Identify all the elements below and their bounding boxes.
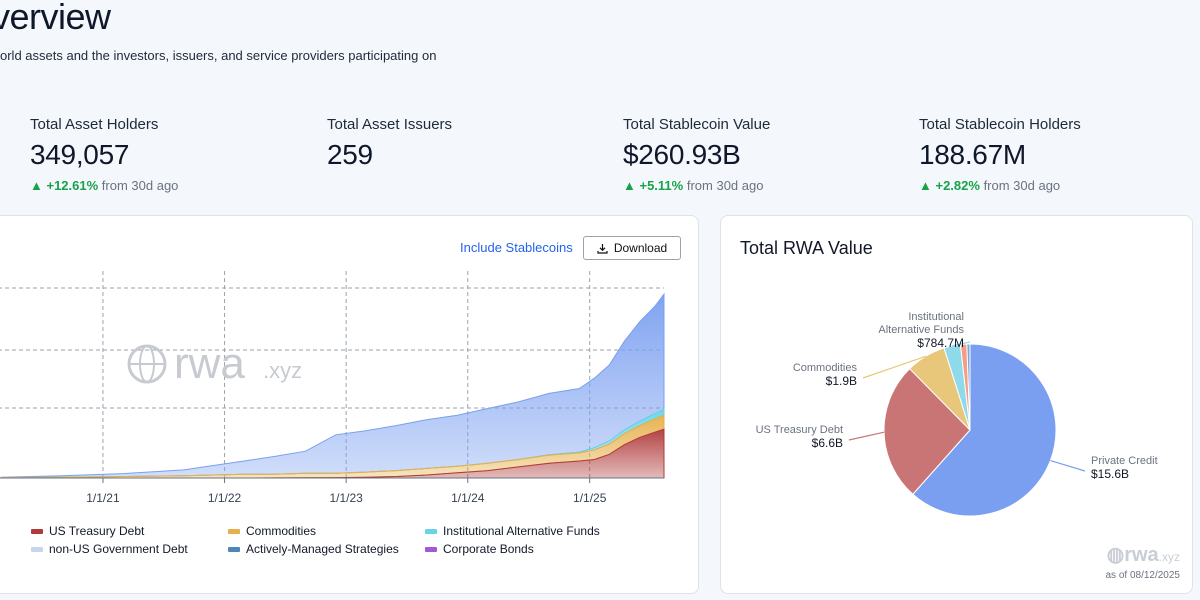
legend-swatch [425, 546, 437, 552]
stat-value: 259 [327, 139, 373, 170]
wm-brand: rwa [1124, 544, 1159, 566]
rwa-watermark-small: ◍rwa.xyz [1107, 542, 1180, 567]
change-suffix: from 30d ago [983, 178, 1061, 193]
stat-asset-holders: Total Asset Holders 349,057 ▲ +12.61% fr… [30, 116, 178, 193]
as-of-date: as of 08/12/2025 [1105, 570, 1180, 581]
pie-label-name: Institutional [908, 311, 964, 323]
globe-icon: ◍ [1106, 544, 1125, 566]
stat-value: $260.93B [623, 139, 741, 170]
legend-label: Commodities [246, 524, 317, 538]
stat-value: 349,057 [30, 139, 130, 170]
pie-label-value: $15.6B [1091, 467, 1129, 481]
download-label: Download [613, 241, 668, 255]
area-series [0, 292, 665, 479]
stat-label: Total Stablecoin Value [623, 116, 771, 133]
rwa-value-card: Total RWA Value Private Credit $15.6B US T… [720, 215, 1193, 594]
legend-swatch [228, 546, 240, 552]
legend-swatch [31, 528, 43, 534]
x-axis-ticks: 1/1/21 1/1/22 1/1/23 1/1/24 1/1/25 [86, 478, 607, 505]
pie-leader-line [1050, 460, 1086, 472]
x-tick-label: 1/1/24 [451, 491, 485, 505]
page-title: verview [0, 0, 111, 37]
legend-label: Actively-Managed Strategies [246, 542, 399, 556]
pie-slice [912, 343, 1057, 517]
stat-value: 188.67M [919, 139, 1026, 170]
pie-slice [966, 343, 971, 431]
watermark-suffix: .xyz [263, 358, 302, 383]
download-button[interactable]: Download [583, 236, 681, 260]
change-percent: +12.61% [46, 178, 99, 193]
legend-label: US Treasury Debt [49, 524, 145, 538]
pie-label-name: US Treasury Debt [756, 424, 843, 436]
pie-label-value: $6.6B [812, 436, 843, 450]
x-tick-label: 1/1/25 [573, 491, 607, 505]
up-arrow-icon: ▲ [919, 178, 936, 193]
change-suffix: from 30d ago [686, 178, 764, 193]
download-icon [597, 243, 608, 254]
pie-label-value: $1.9B [826, 374, 857, 388]
change-percent: +2.82% [935, 178, 980, 193]
stat-change: ▲ +2.82% from 30d ago [919, 178, 1081, 193]
rwa-watermark: rwa .xyz [127, 339, 302, 388]
pie-label-name: Private Credit [1091, 455, 1158, 467]
pie-leader-line [952, 341, 971, 347]
legend-item[interactable]: Corporate Bonds [425, 542, 665, 556]
legend-item[interactable]: US Treasury Debt [31, 524, 228, 538]
include-stablecoins-link[interactable]: Include Stablecoins [460, 240, 573, 255]
pie-label-value: $784.7M [917, 336, 964, 350]
legend-item[interactable]: Actively-Managed Strategies [228, 542, 425, 556]
area-series-group [0, 292, 665, 479]
pie-labels: Private Credit$15.6B US Treasury Debt$6.6… [756, 311, 1158, 481]
x-tick-label: 1/1/21 [86, 491, 120, 505]
pie-chart: Private Credit$15.6B US Treasury Debt$6.6… [756, 311, 1158, 517]
pie-label-name: Alternative Funds [878, 324, 964, 336]
change-percent: +5.11% [639, 178, 684, 193]
legend-swatch [228, 528, 240, 534]
legend-item[interactable]: Institutional Alternative Funds [425, 524, 665, 538]
stat-stablecoin-value: Total Stablecoin Value $260.93B ▲ +5.11%… [623, 116, 770, 193]
pie-leader-line [862, 355, 926, 379]
stat-label: Total Asset Holders [30, 116, 159, 133]
x-tick-label: 1/1/22 [208, 491, 242, 505]
stat-asset-issuers: Total Asset Issuers 259 [327, 116, 452, 171]
wm-suffix: .xyz [1158, 550, 1180, 564]
chart-legend: US Treasury Debt Commodities Institutional… [31, 524, 671, 556]
stat-stablecoin-holders: Total Stablecoin Holders 188.67M ▲ +2.82… [919, 116, 1081, 193]
watermark-brand: rwa [174, 339, 245, 388]
pie-leader-line [848, 431, 885, 441]
page-subtitle: orld assets and the investors, issuers, … [0, 48, 437, 63]
stat-change: ▲ +12.61% from 30d ago [30, 178, 178, 193]
legend-swatch [425, 528, 437, 534]
legend-item[interactable]: non-US Government Debt [31, 542, 228, 556]
up-arrow-icon: ▲ [30, 178, 47, 193]
pie-slice [883, 367, 971, 495]
stat-label: Total Asset Issuers [327, 116, 453, 133]
legend-label: Institutional Alternative Funds [443, 524, 600, 538]
change-suffix: from 30d ago [101, 178, 179, 193]
area-chart: rwa .xyz 1/1/21 1/1/22 1/1/23 1/1/24 1/1/25 [0, 271, 665, 505]
up-arrow-icon: ▲ [623, 178, 640, 193]
legend-item[interactable]: Commodities [228, 524, 425, 538]
history-chart-card: Include Stablecoins Download rwa .xyz 1/1/… [0, 215, 699, 594]
legend-swatch [31, 546, 43, 552]
pie-label-name: Commodities [793, 362, 858, 374]
legend-label: Corporate Bonds [443, 542, 534, 556]
stat-label: Total Stablecoin Holders [919, 116, 1081, 133]
stat-change: ▲ +5.11% from 30d ago [623, 178, 770, 193]
rwa-card-title: Total RWA Value [740, 238, 873, 258]
legend-label: non-US Government Debt [49, 542, 188, 556]
x-tick-label: 1/1/23 [329, 491, 363, 505]
